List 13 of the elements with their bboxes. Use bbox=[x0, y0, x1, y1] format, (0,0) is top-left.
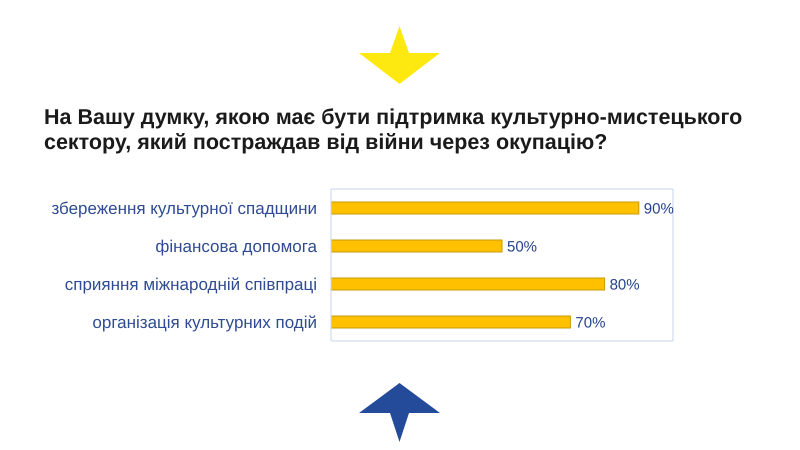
y-tick-label: збереження культурної спадщини bbox=[51, 199, 317, 218]
bar bbox=[331, 278, 606, 290]
data-label: 90% bbox=[644, 200, 674, 218]
data-label: 50% bbox=[507, 238, 538, 256]
data-label: 70% bbox=[575, 314, 606, 332]
bar bbox=[331, 316, 571, 328]
chart-title: На Вашу думку, якою має бути підтримка культурно-мистецького сектору, який постраждав від війни через окупацію? bbox=[44, 105, 744, 155]
data-label: 80% bbox=[610, 276, 640, 294]
bar bbox=[331, 202, 640, 214]
y-tick-label: сприяння міжнародній співпраці bbox=[64, 275, 317, 294]
y-tick-label: організація культурних подій bbox=[92, 313, 317, 332]
bar bbox=[331, 240, 502, 252]
y-tick-label: фінансова допомога bbox=[155, 237, 318, 256]
